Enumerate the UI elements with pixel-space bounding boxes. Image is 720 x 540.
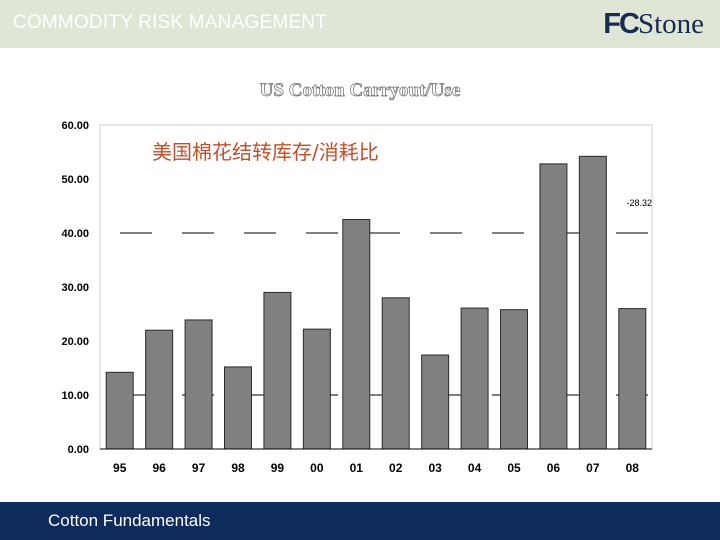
x-tick-label: 08 [626, 461, 640, 475]
x-tick-label: 01 [350, 461, 364, 475]
bar-07 [578, 155, 607, 450]
x-tick-label: 00 [310, 461, 324, 475]
bar-03 [421, 354, 450, 450]
x-tick-label: 02 [389, 461, 403, 475]
footer-text: Cotton Fundamentals [48, 511, 211, 530]
bar-00 [302, 328, 331, 450]
bar-95 [105, 371, 134, 450]
y-tick-label: 20.00 [61, 336, 89, 348]
bar-96 [145, 329, 174, 450]
bar-05 [500, 309, 528, 450]
bar-97 [184, 319, 213, 450]
bar-99 [263, 291, 292, 450]
y-tick-label: 40.00 [61, 228, 89, 240]
bar-06 [539, 163, 568, 450]
x-tick-label: 98 [231, 461, 245, 475]
y-tick-label: 0.00 [68, 444, 89, 456]
bar-01 [342, 219, 371, 450]
chart-title: US Cotton Carryout/Use [259, 80, 461, 102]
chart-area: 0.00 10.00 20.00 30.00 40.00 50.00 60.00 95 96 97… [61, 120, 653, 475]
banner-title: COMMODITY RISK MANAGEMENT [13, 12, 327, 33]
fcstone-logo: FCStone [603, 8, 704, 40]
bar-98 [224, 366, 252, 450]
x-tick-label: 07 [586, 461, 600, 475]
chart-subtitle: 美国棉花结转库存/消耗比 [152, 140, 379, 164]
x-tick-label: 95 [113, 461, 127, 475]
x-tick-label: 03 [428, 461, 442, 475]
y-tick-label: 60.00 [61, 120, 89, 132]
x-tick-label: 05 [507, 461, 521, 475]
bar-08 [618, 308, 647, 450]
logo-stone: Stone [637, 8, 704, 40]
y-tick-label: 30.00 [61, 282, 89, 294]
x-tick-label: 04 [468, 461, 482, 475]
x-tick-label: 99 [271, 461, 285, 475]
logo-fc: FC [603, 8, 640, 40]
x-tick-label: 97 [192, 461, 206, 475]
bar-02 [381, 297, 410, 450]
y-tick-label: 10.00 [61, 390, 89, 402]
bar-04 [460, 307, 489, 450]
footer-bar: Cotton Fundamentals [0, 502, 720, 540]
x-tick-label: 06 [547, 461, 561, 475]
plot-frame [99, 124, 653, 450]
y-tick-label: 50.00 [61, 174, 89, 186]
annotation-label: -28.32 [626, 198, 652, 208]
header-banner: COMMODITY RISK MANAGEMENT FCStone [0, 0, 720, 48]
x-tick-label: 96 [152, 461, 166, 475]
